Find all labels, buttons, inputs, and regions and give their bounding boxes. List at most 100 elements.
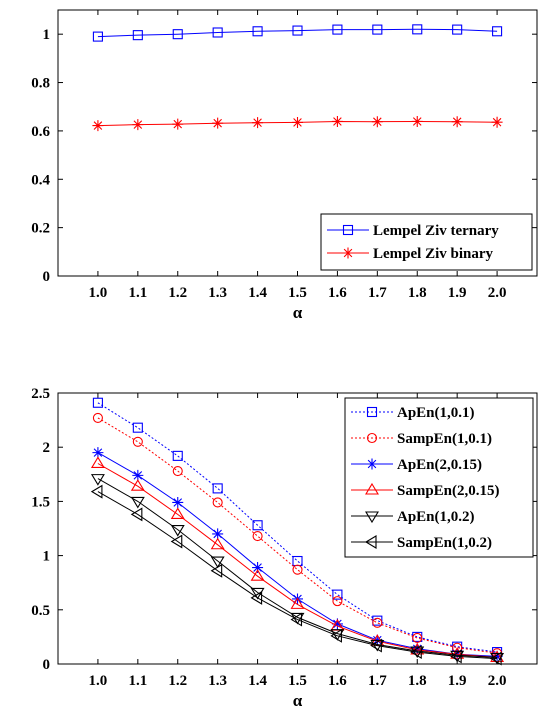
y-tick-label: 2.5 [31, 386, 50, 402]
data-point [450, 649, 462, 664]
y-tick-label: 1 [43, 27, 51, 43]
x-tick-label: 1.0 [89, 285, 108, 301]
data-point [370, 639, 385, 652]
legend-box [320, 213, 533, 271]
data-point [410, 645, 422, 660]
data-point [372, 24, 383, 35]
data-point [172, 29, 183, 40]
data-point [90, 484, 103, 499]
data-point [252, 531, 263, 542]
y-tick-label: 1 [43, 549, 51, 565]
data-point [130, 496, 145, 509]
data-point [92, 31, 103, 42]
x-tick-label: 2.0 [488, 673, 507, 689]
x-tick-label: 1.6 [328, 673, 347, 689]
data-point [331, 618, 343, 630]
chart-lempel-ziv: 0 0.2 0.4 0.6 0.8 1 1.0 1.1 1.2 1.3 1.4 1.5 1.6 1.7 1.… [31, 9, 538, 322]
data-point [250, 587, 265, 600]
legend-marker [342, 247, 354, 259]
data-point [90, 474, 105, 486]
x-tick-label: 1.4 [248, 673, 267, 689]
x-tick-label: 1.3 [208, 673, 227, 689]
legend-marker [365, 511, 379, 524]
legend-label: SampEn(1,0.1) [397, 431, 492, 447]
series-1 [92, 115, 503, 132]
data-point [170, 525, 185, 537]
data-point [252, 117, 264, 129]
data-point [212, 497, 223, 508]
data-point [212, 117, 224, 129]
x-tick-label: 1.2 [168, 285, 187, 301]
legend-label: SampEn(2,0.15) [397, 483, 500, 499]
data-point [172, 118, 184, 130]
data-point [210, 563, 223, 578]
series-5 [90, 484, 502, 666]
y-tick-label: 1.5 [31, 494, 50, 510]
legend-label: Lempel Ziv ternary [373, 223, 499, 239]
data-point [491, 650, 503, 662]
data-point [130, 479, 145, 491]
data-point [492, 26, 503, 37]
data-point [252, 26, 263, 37]
data-point [451, 116, 463, 128]
legend-marker [366, 432, 378, 444]
chart-entropy-measures: 0 0.5 1 1.5 2 2.5 1.0 1.1 1.2 1.3 1.4 1.5 1.6 1.7 1.8 1… [31, 386, 538, 710]
data-point [292, 564, 303, 575]
x-tick-label: 1.1 [128, 673, 147, 689]
data-point [412, 24, 423, 35]
data-point [132, 30, 143, 41]
data-point [372, 615, 383, 626]
x-tick-label: 1.8 [408, 673, 427, 689]
series-line [97, 463, 498, 658]
data-point [371, 116, 383, 128]
x-tick-label: 1.9 [448, 673, 467, 689]
data-point [92, 120, 104, 132]
data-point [130, 507, 143, 522]
x-tick-label: 1.5 [288, 673, 307, 689]
series-line [97, 478, 498, 658]
data-point [172, 465, 183, 477]
data-point [292, 555, 303, 567]
y-tick-label: 0.6 [31, 124, 50, 140]
series-0 [92, 24, 503, 42]
data-point [212, 27, 223, 38]
data-point [172, 496, 184, 508]
x-tick-label: 1.0 [89, 673, 108, 689]
legend-label: ApEn(1,0.2) [397, 509, 475, 525]
data-point [212, 528, 224, 540]
data-point [92, 397, 103, 408]
data-point [92, 447, 104, 459]
y-tick-label: 0 [43, 269, 51, 285]
data-point [330, 628, 342, 643]
data-point [90, 456, 105, 469]
legend-label: SampEn(1,0.2) [397, 535, 492, 551]
x-tick-label: 1.8 [408, 285, 427, 301]
legend-marker [366, 458, 378, 470]
legend-box [344, 397, 534, 558]
legend-marker [364, 535, 377, 549]
data-point [331, 115, 343, 127]
series-line [97, 28, 498, 38]
data-point [170, 507, 185, 519]
legend: Lempel Ziv ternary Lempel Ziv binary [320, 213, 533, 271]
x-tick-label: 1.7 [368, 673, 387, 689]
data-point [452, 24, 463, 35]
data-point [212, 483, 223, 494]
y-tick-label: 2 [43, 440, 51, 456]
data-point [172, 450, 183, 461]
data-point [132, 422, 143, 433]
legend-label: Lempel Ziv binary [373, 246, 494, 262]
data-point [411, 115, 423, 127]
x-axis-label: α [293, 303, 303, 322]
y-tick-label: 0 [43, 657, 51, 673]
data-point [132, 469, 144, 481]
data-point [250, 569, 265, 581]
data-point [410, 642, 425, 655]
data-point [490, 651, 502, 666]
data-point [292, 25, 303, 36]
data-point [132, 436, 143, 447]
y-tick-label: 0.2 [31, 221, 50, 237]
x-tick-label: 1.7 [368, 285, 387, 301]
series-line [97, 491, 498, 660]
